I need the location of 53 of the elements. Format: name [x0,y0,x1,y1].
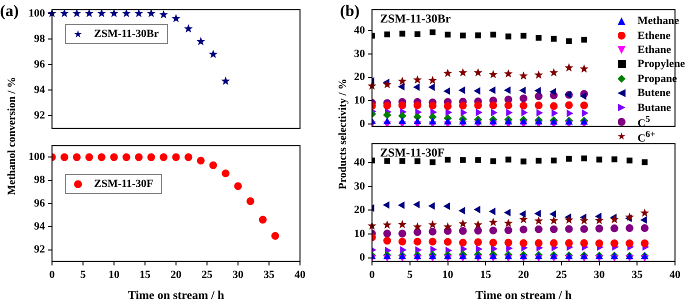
y-tick-label: 40 [354,156,366,168]
legend-label: Ethene [638,30,671,42]
y-tick-label: 92 [34,244,46,256]
y-tick-label: 0 [360,252,366,264]
y-tick-label: 98 [34,174,46,186]
legend-label: Butane [638,102,672,114]
y-tick-label: 30 [354,48,366,60]
x-tick-label: 30 [232,268,244,281]
x-tick-label: 40 [670,268,681,281]
x-tick-label: 20 [518,268,530,281]
legend-label: ZSM-11-30Br [94,28,159,40]
y-tick-label: 98 [34,32,46,45]
y-tick-label: 100 [28,151,46,164]
annotation: ZSM-11-30Br [380,12,452,26]
y-tick-label: 96 [34,197,46,210]
x-axis-title: Time on stream / h [475,288,572,302]
legend-label: Ethane [638,44,672,56]
y-tick-label: 0 [360,118,366,130]
y-tick-label: 94 [34,84,46,96]
y-tick-label: 10 [354,94,366,107]
legend-label: C$^{6+}$ [638,128,656,144]
y-tick-label: 40 [354,24,366,36]
x-tick-label: 5 [407,268,414,281]
x-tick-label: 10 [108,268,120,281]
y-tick-label: 30 [354,180,366,192]
chart-title: (a) [0,3,19,21]
x-tick-label: 35 [632,268,644,281]
x-tick-label: 20 [170,268,182,281]
x-tick-label: 25 [556,268,568,281]
x-tick-label: 0 [369,268,376,281]
x-tick-label: 40 [294,268,306,281]
chart-title: (b) [340,3,360,21]
y-tick-label: 20 [354,204,366,216]
legend-label: ZSM-11-30F [94,178,154,190]
y-tick-label: 10 [354,228,366,240]
legend-label: Butene [638,87,671,100]
y-tick-label: 94 [34,220,46,233]
x-tick-label: 15 [140,268,151,281]
x-tick-label: 0 [49,268,56,281]
x-tick-label: 10 [442,268,454,281]
x-tick-label: 35 [264,268,275,281]
x-tick-label: 5 [80,268,86,281]
y-tick-label: 92 [34,109,46,122]
y-tick-label: 100 [28,7,46,20]
y-axis-title: Methanol conversion / % [6,76,18,196]
annotation: ZSM-11-30F [380,146,445,160]
x-tick-label: 25 [202,268,213,281]
x-axis-title: Time on stream / h [128,288,224,302]
y-tick-label: 96 [34,58,46,70]
x-tick-label: 15 [480,268,492,281]
y-tick-label: 20 [354,71,366,84]
y-axis-title: Products selectivity / % [337,78,349,190]
x-tick-label: 30 [594,268,606,281]
